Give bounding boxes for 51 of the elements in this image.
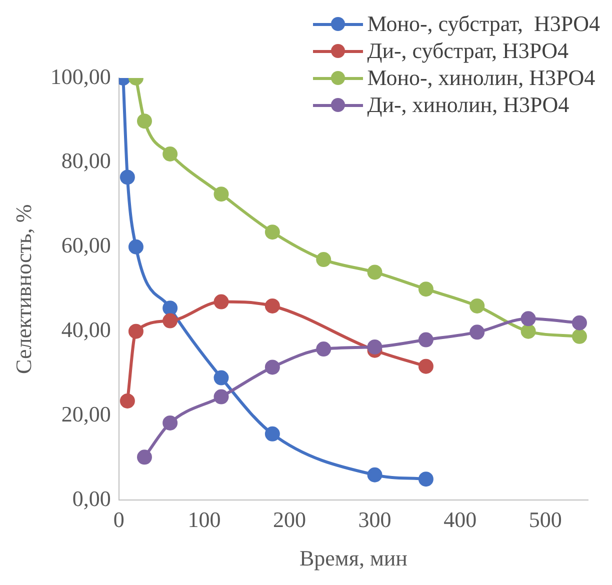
legend-label: Моно-, хинолин, H3PO4 — [367, 64, 596, 91]
x-tick-label: 0 — [113, 507, 124, 532]
y-tick-label: 60,00 — [61, 232, 111, 258]
point — [264, 360, 280, 375]
point — [520, 324, 536, 339]
point — [264, 426, 280, 442]
point — [572, 328, 587, 344]
point — [418, 332, 434, 348]
x-tick-label: 100 — [188, 507, 221, 532]
point — [136, 450, 152, 465]
point — [128, 239, 144, 254]
point — [418, 282, 434, 297]
point — [162, 146, 178, 162]
point — [120, 393, 135, 408]
x-axis-title: Время, мин — [299, 546, 408, 571]
point — [470, 298, 485, 314]
legend-label: Ди-, субстрат, H3PO4 — [367, 37, 568, 64]
point — [316, 342, 332, 357]
point — [520, 311, 536, 326]
point — [162, 415, 178, 430]
y-axis-title: Селективность, % — [10, 204, 36, 374]
y-tick-label: 100,00 — [50, 64, 111, 89]
point — [214, 370, 229, 386]
y-tick-label: 40,00 — [61, 317, 111, 342]
point — [136, 114, 152, 129]
point — [572, 315, 587, 330]
y-tick-label: 80,00 — [61, 148, 111, 174]
point — [418, 472, 434, 487]
point — [128, 324, 144, 339]
x-tick-label: 500 — [528, 507, 562, 532]
point — [264, 224, 280, 240]
legend-label: Ди-, хинолин, H3PO4 — [367, 91, 570, 118]
point — [120, 170, 135, 185]
y-tick-label: 0,00 — [72, 486, 111, 511]
point — [214, 294, 229, 310]
point — [162, 313, 178, 328]
x-tick-label: 200 — [272, 507, 306, 532]
point — [367, 467, 382, 482]
y-tick-label: 20,00 — [61, 402, 111, 427]
point — [214, 186, 229, 202]
point — [367, 339, 382, 354]
point — [367, 264, 382, 280]
point — [316, 252, 332, 268]
x-tick-label: 300 — [358, 507, 392, 532]
x-tick-label: 400 — [444, 507, 477, 532]
point — [264, 298, 280, 314]
point — [470, 324, 485, 340]
legend-label: Моно-, субстрат, H3PO4 — [367, 10, 600, 37]
point — [162, 300, 178, 316]
point — [418, 358, 434, 374]
point — [214, 389, 229, 404]
